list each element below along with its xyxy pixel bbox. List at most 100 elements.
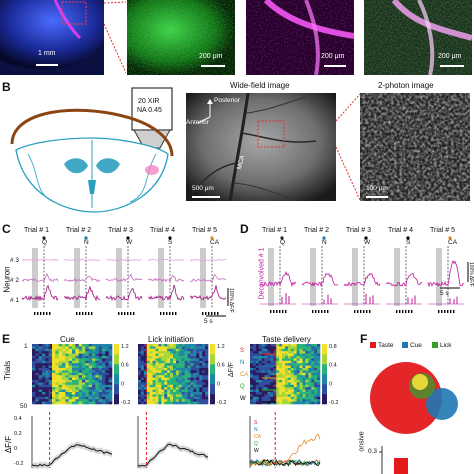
heatmap-lick-cell — [146, 346, 150, 350]
heatmap-cue-cell — [35, 394, 39, 398]
heatmap-lick-cell — [152, 396, 156, 400]
heatmap-taste-cell — [270, 380, 274, 383]
heatmap-taste-cell — [264, 392, 268, 395]
heatmap-lick-cell — [152, 344, 156, 347]
heatmap-lick-cell — [187, 384, 191, 388]
heatmap-taste-cell — [264, 360, 268, 364]
heatmap-cue-cell — [102, 394, 106, 398]
heatmap-taste-cell — [261, 370, 265, 374]
heatmap-lick-cell — [202, 372, 206, 376]
heatmap-lick-cell — [173, 382, 177, 386]
heatmap-lick-cell — [158, 344, 162, 347]
heatmap-lick-cell — [158, 358, 162, 362]
heatmap-taste-cell — [305, 353, 309, 357]
panel-c-lick-window — [116, 248, 122, 308]
heatmap-cue-cell — [38, 372, 43, 376]
heatmap-lick-cell — [155, 351, 159, 354]
heatmap-taste-cell — [287, 401, 292, 405]
panel-d-lick-tick — [360, 310, 362, 313]
heatmap-taste-cell — [258, 387, 262, 390]
heatmap-lick-cell — [173, 396, 177, 400]
heatmap-taste-cell — [273, 356, 277, 359]
heatmap-taste-cell — [305, 358, 309, 362]
heatmap-taste-cell — [264, 348, 268, 352]
heatmap-lick-cell — [161, 396, 165, 400]
panel-c-lick-tick — [79, 312, 81, 315]
heatmap-cue-cell — [98, 348, 103, 352]
heatmap-cue-cell — [105, 353, 109, 357]
heatmap-lick-cell — [184, 375, 188, 378]
heatmap-cue-cell — [82, 384, 86, 388]
merge-fluorescence-svg — [364, 0, 472, 75]
heatmap-lick-cell — [164, 356, 168, 359]
heatmap-taste-cell — [314, 351, 318, 354]
heatmap-taste-cell — [250, 389, 254, 393]
heatmap-taste-cell — [299, 351, 303, 354]
heatmap-taste-cell — [296, 375, 300, 378]
heatmap-cue-cell — [62, 380, 66, 383]
heatmap-taste-cell — [282, 363, 286, 366]
heatmap-taste-cell — [299, 348, 303, 352]
heatmap-taste-cell — [282, 389, 286, 393]
heatmap-cue-cell — [68, 344, 73, 347]
heatmap-lick-cell — [173, 384, 177, 388]
heatmap-taste-cell — [311, 394, 315, 398]
colorbar-lick-segment — [210, 384, 215, 395]
heatmap-lick-cell — [164, 358, 168, 362]
heatmap-cue-cell — [105, 401, 109, 405]
heatmap-taste-cell — [285, 360, 289, 364]
panel-c-cue-dot — [168, 236, 172, 240]
heatmap-cue-cell — [72, 401, 76, 405]
heatmap-lick-cell — [202, 375, 206, 378]
heatmap-cue-cell — [35, 377, 39, 381]
panel-f-ytick: 0.3 — [368, 448, 378, 455]
heatmap-taste-cell — [258, 372, 262, 376]
heatmap-lick-cell — [187, 358, 191, 362]
heatmap-taste-cell — [255, 380, 260, 383]
heatmap-lick-cell — [184, 370, 188, 374]
heatmap-lick-cell — [175, 370, 180, 374]
heatmap-lick-cell — [143, 353, 148, 357]
panel-d-cue-dot — [322, 236, 326, 240]
heatmap-cue-cell — [105, 358, 109, 362]
heatmap-cue-cell — [98, 346, 103, 350]
heatmap-cue-cell — [92, 380, 96, 383]
heatmap-cue-cell — [35, 348, 39, 352]
heatmap-cue-cell — [32, 387, 36, 390]
heatmap-cue-cell — [52, 401, 56, 405]
heatmap-taste-cell — [276, 384, 280, 388]
heatmap-taste-cell — [308, 377, 312, 381]
heatmap-lick-cell — [155, 344, 159, 347]
heatmap-cue-cell — [108, 360, 113, 364]
heatmap-lick-cell — [152, 346, 156, 350]
panel-d-trial-label: Trial # 1 — [262, 227, 287, 234]
taste-group-label: CA — [240, 372, 248, 378]
heatmap-lick-cell — [158, 401, 162, 405]
heatmap-lick-cell — [164, 360, 168, 364]
heatmap-cue-cell — [68, 382, 73, 386]
heatmap-cue-cell — [38, 356, 43, 359]
heatmap-cue-cell — [92, 394, 96, 398]
heatmap-cue-cell — [52, 392, 56, 395]
heatmap-taste-cell — [250, 358, 254, 362]
heatmap-taste-cell — [258, 363, 262, 366]
heatmap-taste-cell — [276, 344, 280, 347]
heatmap-cue-cell — [38, 377, 43, 381]
heatmap-lick-cell — [155, 353, 159, 357]
heatmap-cue-cell — [98, 368, 103, 371]
heatmap-cue-cell — [38, 382, 43, 386]
heatmap-cue-cell — [55, 396, 59, 400]
heatmap-cue-cell — [55, 384, 59, 388]
heatmap-cue-cell — [52, 348, 56, 352]
heatmap-cue-cell — [58, 384, 63, 388]
panel-a-zoom-connector — [104, 1, 126, 74]
heatmap-lick-cell — [202, 401, 206, 405]
heatmap-lick-cell — [164, 401, 168, 405]
heatmap-taste-cell — [293, 368, 297, 371]
scalebar-a2-label: 200 μm — [199, 53, 223, 60]
heatmap-taste-cell — [305, 389, 309, 393]
heatmap-lick-cell — [193, 399, 197, 402]
heatmap-lick-cell — [161, 380, 165, 383]
heatmap-cue-cell — [95, 344, 99, 347]
